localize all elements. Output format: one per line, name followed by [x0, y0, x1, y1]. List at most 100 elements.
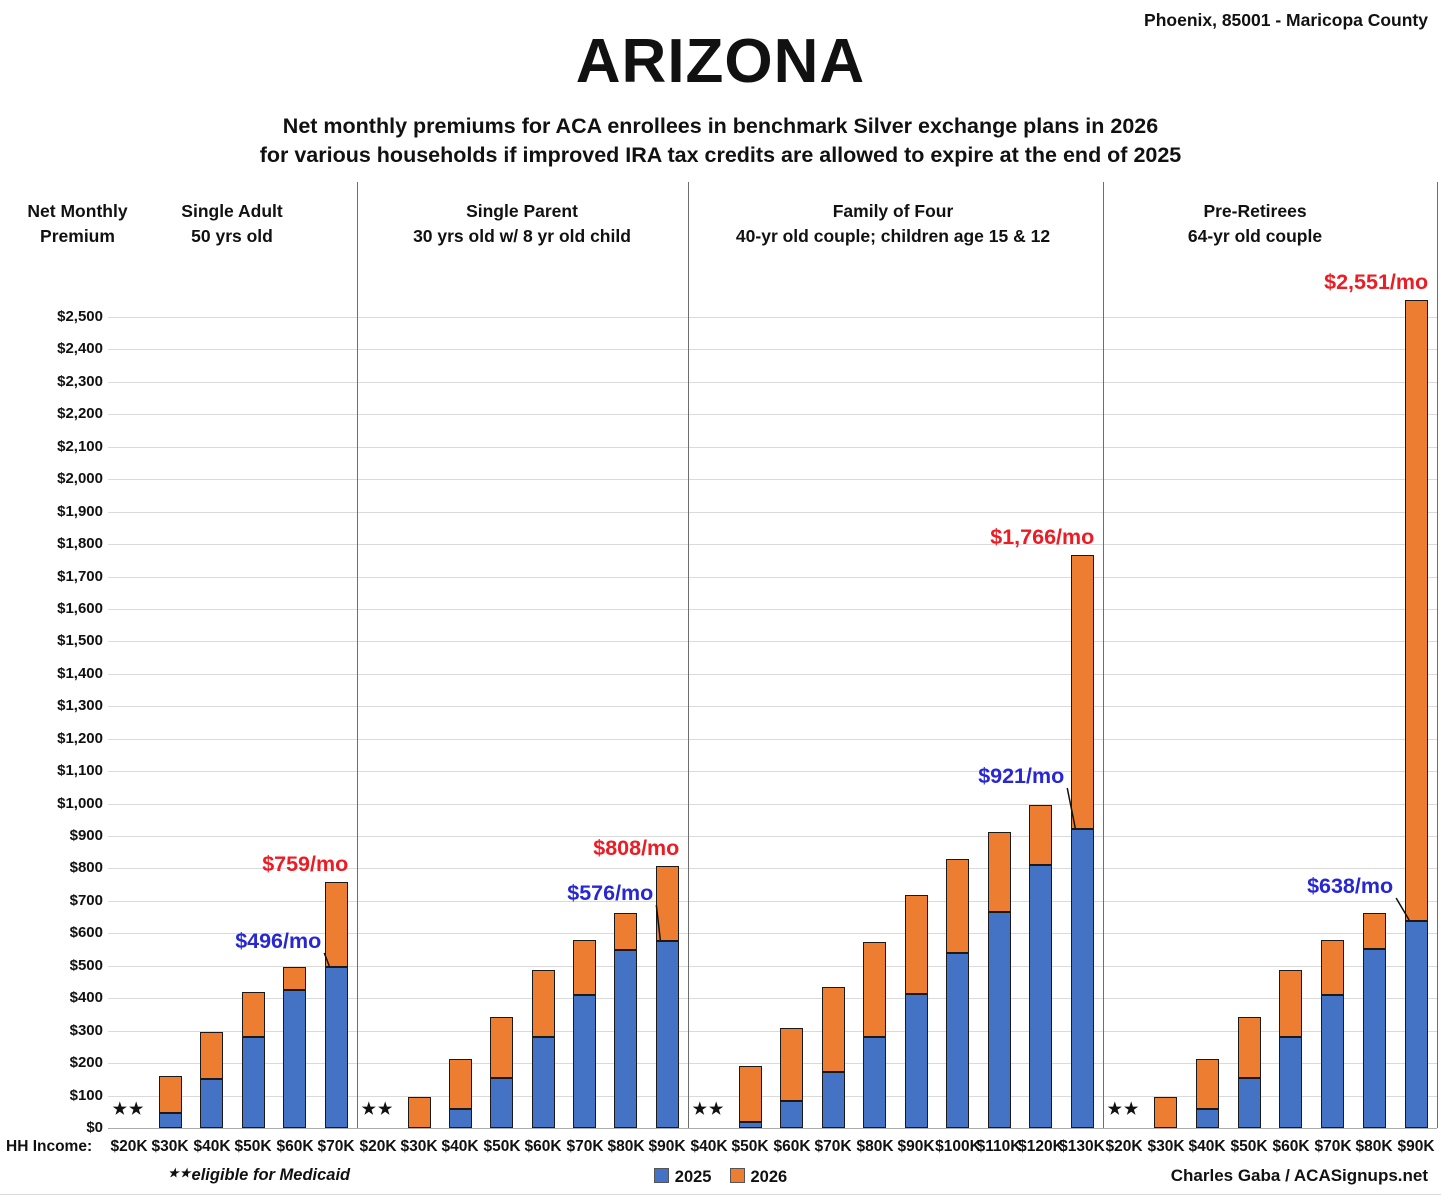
legend-item: 2025 [653, 1168, 712, 1187]
medicaid-marker: ★★ [692, 1101, 726, 1118]
bar-2025 [573, 995, 596, 1128]
x-tick-label: $40K [441, 1138, 479, 1155]
y-tick-label: $1,200 [57, 730, 103, 747]
x-tick-label: $20K [359, 1138, 397, 1155]
y-gridline [108, 349, 1437, 350]
y-tick-label: $700 [69, 892, 103, 909]
y-tick-label: $1,100 [57, 762, 103, 779]
bar-2026 [1321, 940, 1344, 995]
annotation-2026: $759/mo [262, 852, 349, 876]
y-tick-label: $500 [69, 957, 103, 974]
bar-2026 [1363, 913, 1386, 949]
legend-item: 2026 [729, 1168, 787, 1187]
y-gridline [108, 1031, 1437, 1032]
x-tick-label: $30K [400, 1138, 438, 1155]
x-tick-label: $60K [773, 1138, 811, 1155]
medicaid-marker: ★★ [112, 1101, 146, 1118]
bar-2026 [159, 1076, 182, 1113]
bar-2026 [1071, 555, 1094, 829]
y-tick-label: $400 [69, 989, 103, 1006]
bar-2026 [573, 940, 596, 995]
x-tick-label: $30K [1147, 1138, 1185, 1155]
y-tick-label: $1,500 [57, 632, 103, 649]
bar-2026 [200, 1032, 223, 1079]
bar-2025 [449, 1109, 472, 1128]
y-axis-title-line-2: Premium [40, 226, 115, 246]
bar-2026 [946, 859, 969, 953]
bar-2026 [1238, 1017, 1261, 1078]
bar-2025 [532, 1037, 555, 1128]
y-tick-label: $1,400 [57, 665, 103, 682]
x-tick-label: $90K [897, 1138, 935, 1155]
x-tick-label: $50K [234, 1138, 272, 1155]
legend-swatch [653, 1168, 669, 1183]
bottom-border [0, 1194, 1441, 1195]
group-header: Pre-Retirees 64-yr old couple [1075, 199, 1435, 249]
chart-title: ARIZONA [575, 27, 866, 96]
bar-2026 [822, 987, 845, 1072]
group-title-line-2: 64-yr old couple [1187, 226, 1323, 246]
y-tick-label: $0 [86, 1119, 103, 1136]
y-tick-label: $900 [69, 827, 103, 844]
x-tick-label: $70K [814, 1138, 852, 1155]
group-title-line-1: Family of Four [832, 201, 954, 221]
y-gridline [108, 836, 1437, 837]
annotation-2025: $638/mo [1307, 874, 1394, 898]
x-tick-label: $60K [1272, 1138, 1310, 1155]
y-gridline [108, 771, 1437, 772]
x-tick-label: $60K [524, 1138, 562, 1155]
y-tick-label: $1,700 [57, 568, 103, 585]
bar-2025 [780, 1101, 803, 1128]
x-tick-label: $20K [1105, 1138, 1143, 1155]
x-tick-label: $80K [1355, 1138, 1393, 1155]
bar-2026 [283, 967, 306, 990]
bar-2025 [656, 941, 679, 1128]
bar-2025 [1196, 1109, 1219, 1128]
x-tick-label: $40K [690, 1138, 728, 1155]
y-gridline [108, 868, 1437, 869]
x-tick-label: $60K [276, 1138, 314, 1155]
annotation-2026: $1,766/mo [990, 525, 1095, 549]
bar-2025 [490, 1078, 513, 1128]
x-tick-label: $50K [1230, 1138, 1268, 1155]
group-title-line-2: 50 yrs old [191, 226, 273, 246]
bar-2025 [822, 1072, 845, 1128]
x-tick-label: $80K [607, 1138, 645, 1155]
y-tick-label: $2,400 [57, 340, 103, 357]
group-title-line-1: Pre-Retirees [1203, 201, 1307, 221]
bar-2025 [863, 1037, 886, 1128]
y-gridline [108, 641, 1437, 642]
y-tick-label: $2,300 [57, 373, 103, 390]
medicaid-marker: ★★ [361, 1101, 395, 1118]
credit-label: Charles Gaba / ACASignups.net [1170, 1166, 1428, 1185]
y-gridline [108, 933, 1437, 934]
chart-subtitle: Net monthly premiums for ACA enrollees i… [0, 112, 1441, 170]
bar-2025 [988, 912, 1011, 1128]
x-axis-baseline [108, 1128, 1437, 1129]
y-gridline [108, 706, 1437, 707]
x-tick-label: $130K [1059, 1138, 1105, 1155]
y-axis-title-line-1: Net Monthly [27, 201, 128, 221]
bar-2025 [1405, 921, 1428, 1128]
annotation-2026: $808/mo [593, 836, 680, 860]
y-tick-label: $600 [69, 924, 103, 941]
bar-2026 [1196, 1059, 1219, 1109]
bar-2025 [325, 967, 348, 1128]
group-divider [688, 182, 689, 1128]
group-title-line-1: Single Adult [181, 201, 283, 221]
group-title-line-1: Single Parent [466, 201, 578, 221]
y-gridline [108, 804, 1437, 805]
bar-2025 [1029, 865, 1052, 1128]
group-header: Single Parent 30 yrs old w/ 8 yr old chil… [342, 199, 702, 249]
legend-swatch [729, 1168, 745, 1183]
y-gridline [108, 609, 1437, 610]
subtitle-line-1: Net monthly premiums for ACA enrollees i… [282, 114, 1159, 138]
bar-2026 [863, 942, 886, 1037]
x-tick-label: $80K [856, 1138, 894, 1155]
y-axis-title: Net Monthly Premium [5, 199, 150, 249]
hh-income-label: HH Income: [6, 1138, 93, 1155]
x-tick-label: $110K [976, 1138, 1022, 1155]
x-tick-label: $90K [1397, 1138, 1435, 1155]
y-tick-label: $1,900 [57, 503, 103, 520]
